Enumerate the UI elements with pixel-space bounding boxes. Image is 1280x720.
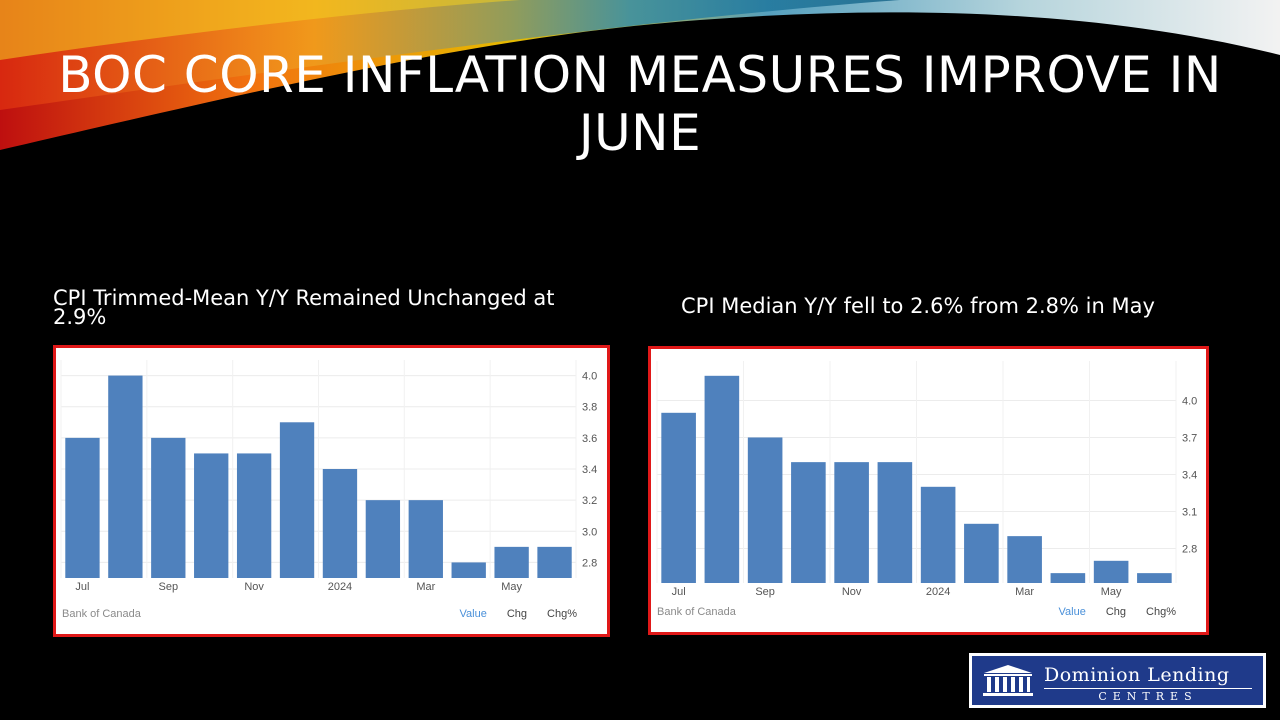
bar-dec bbox=[279, 422, 315, 578]
y-tick-label: 2.8 bbox=[582, 557, 597, 569]
x-tick-label: Mar bbox=[416, 581, 435, 593]
median-bar-chart: 2.8 3.1 3.4 3.7 4.0 Jul Sep Nov 2024 Mar May bbox=[656, 361, 1197, 598]
x-tick-label: May bbox=[1101, 586, 1122, 598]
bar-sep bbox=[151, 437, 186, 578]
bar-oct bbox=[791, 462, 826, 583]
bar-may bbox=[1093, 560, 1129, 583]
chart-panel-median: 2.8 3.1 3.4 3.7 4.0 Jul Sep Nov 2024 Mar May Bank … bbox=[648, 346, 1209, 635]
chart-panel-trimmed-mean: 2.8 3.0 3.2 3.4 3.6 3.8 4.0 Jul Sep Nov 2024 Mar May… bbox=[53, 345, 610, 637]
x-tick-label: Jul bbox=[672, 586, 686, 598]
x-tick-label: Jul bbox=[75, 581, 89, 593]
chart-source: Bank of Canada bbox=[657, 606, 736, 618]
bar-feb bbox=[964, 523, 999, 583]
tab-chg[interactable]: Chg bbox=[506, 608, 528, 620]
bar-jun bbox=[537, 546, 572, 578]
tab-value[interactable]: Value bbox=[459, 608, 487, 620]
x-tick-label: Nov bbox=[244, 581, 264, 593]
tab-value[interactable]: Value bbox=[1058, 606, 1086, 618]
x-tick-label: 2024 bbox=[328, 581, 352, 593]
bar-jun bbox=[1137, 573, 1172, 583]
y-tick-label: 3.0 bbox=[582, 526, 597, 538]
y-tick-label: 2.8 bbox=[1182, 543, 1197, 555]
bar-jul bbox=[65, 437, 100, 578]
y-tick-label: 3.8 bbox=[582, 402, 597, 414]
logo-divider bbox=[1044, 688, 1252, 689]
x-tick-label: Sep bbox=[755, 586, 775, 598]
header-swoosh bbox=[0, 0, 1280, 150]
y-tick-label: 3.1 bbox=[1182, 506, 1197, 518]
chart-tabs: Value Chg Chg% bbox=[460, 608, 577, 620]
tab-chg-pct[interactable]: Chg% bbox=[1146, 606, 1176, 618]
bar-sep bbox=[747, 437, 783, 583]
chart-source: Bank of Canada bbox=[62, 608, 141, 620]
y-tick-label: 3.6 bbox=[582, 433, 597, 445]
chart-tabs: Value Chg Chg% bbox=[1059, 606, 1176, 618]
bar-mar bbox=[1007, 536, 1042, 583]
bar-aug bbox=[704, 375, 740, 583]
bar-feb bbox=[365, 500, 401, 578]
y-tick-label: 4.0 bbox=[582, 371, 597, 383]
y-tick-label: 3.4 bbox=[582, 464, 597, 476]
y-tick-label: 3.4 bbox=[1182, 469, 1197, 481]
x-tick-label: Sep bbox=[159, 581, 179, 593]
bar-apr bbox=[1050, 573, 1086, 583]
building-columns-icon bbox=[983, 665, 1033, 696]
bar-2024 bbox=[322, 469, 358, 578]
tab-chg[interactable]: Chg bbox=[1105, 606, 1127, 618]
y-tick-label: 3.7 bbox=[1182, 432, 1197, 444]
bar-oct bbox=[194, 453, 229, 578]
x-tick-label: Nov bbox=[842, 586, 862, 598]
x-tick-label: May bbox=[501, 581, 522, 593]
logo-subtitle: CENTRES bbox=[1098, 690, 1198, 703]
x-tick-label: 2024 bbox=[926, 586, 950, 598]
bar-aug bbox=[108, 375, 143, 578]
bar-mar bbox=[408, 500, 443, 578]
bar-dec bbox=[877, 462, 913, 583]
bar-apr bbox=[451, 562, 486, 578]
trimmed-mean-bar-chart: 2.8 3.0 3.2 3.4 3.6 3.8 4.0 Jul Sep Nov 2024 Mar May bbox=[60, 360, 597, 593]
x-tick-label: Mar bbox=[1015, 586, 1034, 598]
y-tick-label: 3.2 bbox=[582, 495, 597, 507]
chart-title-median: CPI Median Y/Y fell to 2.6% from 2.8% in… bbox=[681, 294, 1155, 318]
bar-may bbox=[494, 546, 529, 578]
bar-2024 bbox=[920, 486, 956, 583]
y-tick-label: 4.0 bbox=[1182, 395, 1197, 407]
logo-name: Dominion Lending bbox=[1044, 664, 1230, 686]
dominion-lending-logo: Dominion Lending CENTRES bbox=[969, 653, 1266, 708]
tab-chg-pct[interactable]: Chg% bbox=[547, 608, 577, 620]
chart-title-trimmed-mean: CPI Trimmed-Mean Y/Y Remained Unchanged … bbox=[53, 286, 555, 329]
bar-nov bbox=[236, 453, 272, 578]
slide-title: BOC CORE INFLATION MEASURES IMPROVE IN J… bbox=[58, 46, 1222, 162]
bar-jul bbox=[661, 412, 696, 583]
bar-nov bbox=[834, 462, 869, 583]
